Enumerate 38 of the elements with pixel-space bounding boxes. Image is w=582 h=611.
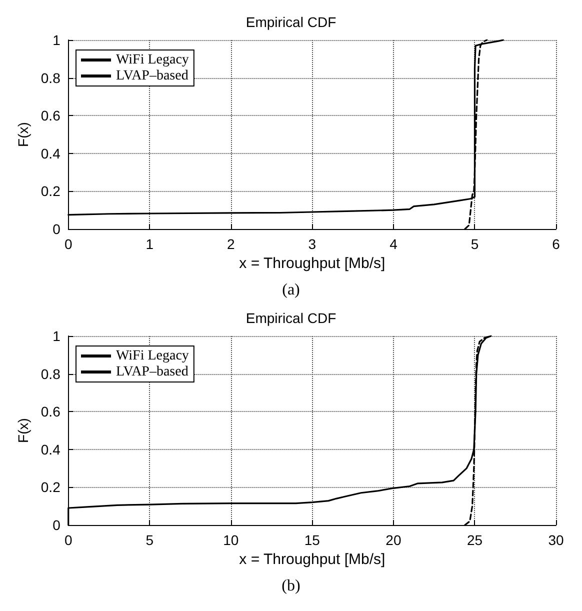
x-tick-label: 30: [548, 532, 564, 548]
y-axis-title: F(x): [15, 418, 31, 443]
legend-label: LVAP–based: [116, 364, 188, 380]
x-tick-label: 5: [146, 532, 154, 548]
x-tick-label: 3: [308, 236, 316, 252]
x-tick-label: 0: [64, 532, 72, 548]
text: (b): [282, 578, 300, 594]
y-tick-label: 1: [52, 32, 61, 48]
legend-label: WiFi Legacy: [116, 348, 189, 364]
y-tick-label: 0.8: [40, 70, 61, 86]
y-tick-label: 0.4: [40, 441, 61, 458]
y-tick-label: 0.4: [40, 145, 61, 162]
y-tick-label: 0.8: [40, 366, 61, 382]
x-tick-label: 4: [390, 236, 398, 252]
x-tick-label: 6: [552, 236, 560, 252]
legend-label: LVAP–based: [116, 68, 188, 84]
x-axis-title: x = Throughput [Mb/s]: [239, 254, 386, 272]
text: (a): [282, 282, 300, 298]
x-axis-title: x = Throughput [Mb/s]: [239, 550, 386, 568]
legend-label: WiFi Legacy: [116, 52, 189, 68]
y-tick-label: 0.2: [40, 183, 61, 200]
y-tick-label: 0.2: [40, 479, 61, 496]
y-tick-label: 0.6: [40, 404, 61, 420]
chart-title: Empirical CDF: [246, 310, 336, 326]
x-tick-label: 20: [386, 532, 402, 548]
y-tick-label: 0: [52, 517, 61, 533]
x-tick-label: 15: [304, 532, 320, 548]
y-tick-label: 1: [52, 328, 61, 344]
x-tick-label: 0: [64, 236, 72, 252]
x-tick-label: 5: [470, 236, 479, 252]
x-tick-label: 1: [146, 236, 154, 252]
chart-title: Empirical CDF: [246, 14, 336, 30]
y-tick-label: 0: [52, 221, 61, 237]
y-axis-title: F(x): [15, 122, 31, 147]
x-tick-label: 25: [466, 532, 483, 548]
x-tick-label: 2: [227, 236, 236, 252]
x-tick-label: 10: [223, 532, 239, 548]
y-tick-label: 0.6: [40, 108, 61, 124]
